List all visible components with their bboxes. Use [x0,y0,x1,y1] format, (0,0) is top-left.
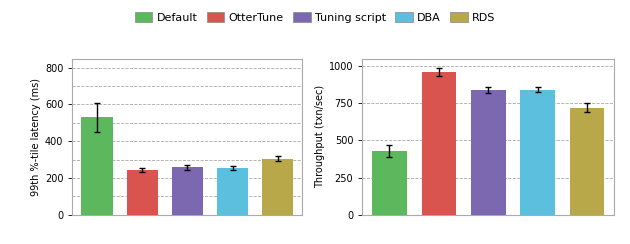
Bar [520,90,555,215]
Bar [262,159,294,215]
Bar [217,168,248,215]
Y-axis label: Throughput (txn/sec): Throughput (txn/sec) [314,85,324,188]
Bar [171,167,203,215]
Legend: Default, OtterTune, Tuning script, DBA, RDS: Default, OtterTune, Tuning script, DBA, … [130,8,500,28]
Bar [372,151,407,215]
Y-axis label: 99th %-tile latency (ms): 99th %-tile latency (ms) [31,78,41,196]
Bar [471,90,505,215]
Bar [127,170,158,215]
Bar [570,108,604,215]
Bar [421,72,456,215]
Bar [81,117,113,215]
